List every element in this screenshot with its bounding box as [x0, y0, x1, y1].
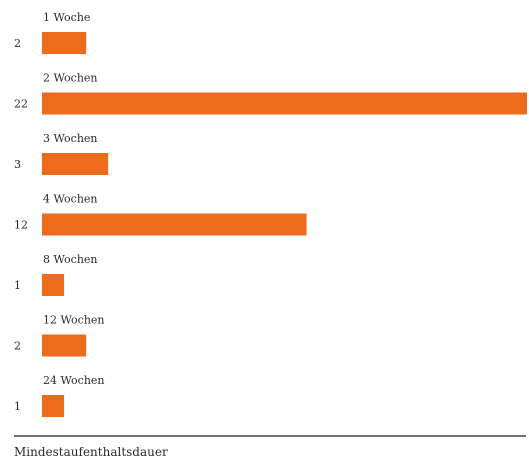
bar-4-wochen [42, 213, 307, 236]
value-label-1-woche: 2 [14, 37, 21, 50]
bar-12-wochen [42, 334, 87, 357]
category-label-2-wochen: 2 Wochen [43, 72, 98, 85]
bar-24-wochen [42, 395, 65, 417]
category-label-12-wochen: 12 Wochen [43, 314, 105, 327]
category-label-8-wochen: 8 Wochen [43, 253, 98, 266]
category-label-1-woche: 1 Woche [43, 11, 90, 24]
value-label-3-wochen: 3 [14, 158, 21, 171]
value-label-2-wochen: 22 [14, 98, 28, 111]
value-label-24-wochen: 1 [14, 400, 21, 413]
value-label-12-wochen: 2 [14, 340, 21, 353]
bar-3-wochen [42, 153, 109, 175]
category-label-4-wochen: 4 Wochen [43, 193, 98, 206]
category-label-24-wochen: 24 Wochen [43, 374, 105, 387]
bar-8-wochen [42, 274, 65, 296]
category-label-3-wochen: 3 Wochen [43, 132, 98, 145]
bar-1-woche [42, 32, 87, 54]
x-axis-label: Mindestaufenthaltsdauer [14, 445, 168, 459]
value-label-8-wochen: 1 [14, 279, 21, 292]
bar-2-wochen [42, 92, 527, 115]
value-label-4-wochen: 12 [14, 219, 28, 232]
